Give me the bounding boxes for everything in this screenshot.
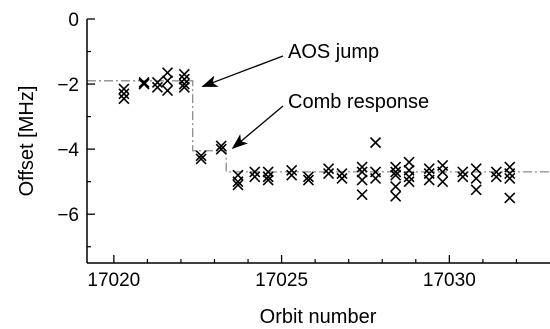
data-point — [215, 143, 227, 155]
data-point — [195, 150, 207, 162]
data-point — [470, 184, 482, 196]
data-point — [118, 93, 130, 105]
data-point — [457, 171, 469, 183]
data-point — [369, 172, 382, 184]
annotation-label: AOS jump — [288, 41, 379, 63]
data-point — [161, 67, 174, 79]
data-point — [178, 78, 190, 90]
data-point — [470, 163, 482, 175]
x-tick-label: 17025 — [255, 270, 308, 291]
x-tick-label: 17030 — [423, 270, 476, 291]
data-point — [437, 166, 449, 178]
data-point — [390, 190, 402, 202]
data-point — [262, 166, 274, 178]
data-point — [356, 174, 368, 186]
y-tick-label: 0 — [68, 10, 79, 31]
data-point — [178, 73, 190, 85]
data-point — [286, 164, 298, 176]
data-point — [490, 166, 502, 178]
data-point — [403, 156, 415, 168]
data-point — [262, 171, 274, 183]
data-point — [286, 169, 298, 181]
data-point — [490, 171, 502, 183]
data-point — [322, 167, 335, 180]
data-point — [457, 166, 469, 178]
data-point — [195, 153, 207, 165]
data-point — [356, 161, 368, 173]
plot-area — [87, 19, 550, 263]
annotation-arrow — [231, 105, 284, 150]
data-point — [423, 163, 435, 175]
data-point — [470, 172, 482, 184]
data-point — [302, 171, 315, 183]
data-point — [302, 174, 315, 186]
data-point — [390, 166, 402, 178]
annotation-arrow — [201, 55, 284, 88]
x-axis-label: Orbit number — [260, 306, 377, 328]
data-point — [336, 167, 348, 180]
y-tick-label: −2 — [57, 75, 79, 96]
data-point — [403, 176, 415, 188]
data-point — [178, 68, 190, 80]
data-point — [336, 172, 348, 184]
data-point — [151, 76, 164, 89]
x-tick-label: 17020 — [87, 270, 140, 291]
data-point — [161, 75, 174, 87]
data-point — [356, 166, 368, 178]
data-point — [437, 176, 449, 188]
data-point — [356, 189, 368, 201]
y-tick-label: −6 — [57, 205, 79, 226]
y-axis-label: Offset [MHz] — [16, 86, 38, 197]
data-point — [403, 171, 415, 183]
data-point — [161, 85, 174, 97]
data-point — [504, 167, 516, 180]
data-point — [390, 169, 402, 181]
data-point — [118, 88, 130, 100]
data-point — [138, 76, 150, 89]
y-tick-label: −4 — [57, 140, 79, 161]
data-point — [390, 180, 402, 193]
annotation-label: Comb response — [288, 91, 429, 113]
data-point — [423, 174, 435, 186]
data-point — [390, 161, 402, 173]
data-point — [249, 166, 261, 178]
data-point — [232, 176, 244, 188]
data-point — [178, 81, 190, 93]
data-point — [215, 140, 227, 152]
data-point — [232, 179, 244, 191]
data-point — [249, 171, 261, 183]
data-point — [504, 172, 516, 184]
data-point — [504, 192, 516, 204]
data-point — [369, 137, 382, 149]
data-point — [138, 78, 150, 90]
data-point — [118, 83, 130, 95]
reference-line — [87, 80, 550, 173]
data-point — [322, 163, 335, 175]
data-point — [262, 174, 274, 186]
data-point — [151, 81, 164, 93]
